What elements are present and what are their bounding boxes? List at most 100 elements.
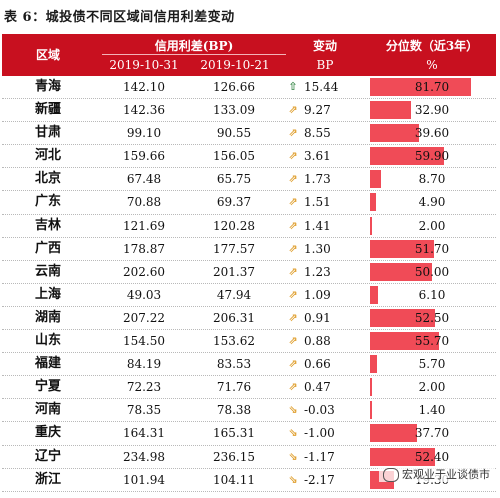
spread-date2-cell: 71.76	[216, 380, 252, 395]
table-row: 河北 159.66 156.05 ⇗ 3.61 59.90	[2, 145, 496, 169]
region-cell: 湖南	[34, 309, 61, 325]
region-cell: 广东	[34, 194, 61, 210]
table-row: 宁夏 72.23 71.76 ⇗ 0.47 2.00	[2, 376, 496, 400]
change-cell: 9.27	[304, 103, 331, 118]
change-cell: 0.66	[304, 357, 331, 372]
spread-date1-cell: 70.88	[126, 195, 162, 210]
region-cell: 甘肃	[34, 125, 61, 141]
change-cell: 0.91	[304, 310, 331, 325]
spread-date1-cell: 234.98	[123, 449, 165, 464]
percentile-bar	[370, 239, 434, 258]
change-cell: -1.17	[304, 449, 335, 464]
spread-date1-cell: 207.22	[123, 310, 165, 325]
region-cell: 河北	[34, 148, 61, 164]
change-arrow-cell: ⇧	[284, 78, 302, 94]
percentile-cell: 51.70	[414, 241, 450, 256]
percentile-bar	[370, 101, 411, 120]
spread-date2-cell: 126.66	[213, 80, 255, 94]
arrow-up-right-icon: ⇗	[288, 334, 298, 348]
spread-date1-cell: 142.36	[123, 103, 165, 118]
change-arrow-cell: ⇗	[284, 217, 302, 233]
spread-date1-cell: 72.23	[126, 380, 162, 395]
change-cell: 0.88	[304, 334, 331, 349]
region-cell: 广西	[34, 240, 61, 256]
change-cell: -2.17	[304, 472, 335, 487]
spread-date1-cell: 121.69	[123, 218, 165, 233]
table-caption: 表 6：城投债不同区域间信用利差变动	[4, 10, 235, 25]
change-arrow-cell: ⇗	[284, 147, 302, 163]
table-row: 重庆 164.31 165.31 ⇘ -1.00 37.70	[2, 422, 496, 446]
spread-date2-cell: 177.57	[213, 241, 255, 256]
change-cell: 1.30	[304, 241, 331, 256]
table-row: 广东 70.88 69.37 ⇗ 1.51 4.90	[2, 191, 496, 215]
header-date2: 2019-10-21	[200, 58, 270, 72]
arrow-up-right-icon: ⇗	[288, 103, 298, 117]
percentile-cell: 5.70	[418, 357, 446, 372]
change-arrow-cell: ⇗	[284, 309, 302, 325]
percentile-bar	[370, 78, 471, 96]
change-arrow-cell: ⇗	[284, 286, 302, 302]
change-arrow-cell: ⇗	[284, 170, 302, 186]
change-arrow-cell: ⇘	[284, 448, 302, 464]
spread-date1-cell: 101.94	[123, 472, 165, 487]
arrow-up-right-icon: ⇗	[288, 287, 298, 301]
arrow-up-right-icon: ⇗	[288, 264, 298, 278]
percentile-cell: 4.90	[418, 195, 446, 210]
percentile-bar	[370, 424, 417, 443]
region-cell: 重庆	[34, 425, 61, 441]
table-row: 广西 178.87 177.57 ⇗ 1.30 51.70	[2, 238, 496, 261]
wechat-icon	[383, 468, 399, 482]
table-row: 山东 154.50 153.62 ⇗ 0.88 55.70	[2, 330, 496, 354]
header-region: 区域	[35, 48, 60, 62]
region-cell: 福建	[34, 356, 61, 372]
change-cell: -0.03	[304, 403, 335, 418]
spread-date1-cell: 78.35	[126, 403, 162, 418]
table-row: 北京 67.48 65.75 ⇗ 1.73 8.70	[2, 168, 496, 192]
header-date1: 2019-10-31	[109, 58, 179, 72]
table-row: 甘肃 99.10 90.55 ⇗ 8.55 39.60	[2, 122, 496, 146]
spread-date2-cell: 83.53	[216, 357, 252, 372]
spread-date1-cell: 178.87	[123, 241, 165, 256]
header-percentile-unit: %	[426, 58, 438, 72]
arrow-down-right-icon: ⇘	[288, 403, 298, 417]
table-row: 福建 84.19 83.53 ⇗ 0.66 5.70	[2, 353, 496, 377]
spread-date1-cell: 164.31	[123, 426, 165, 441]
change-arrow-cell: ⇗	[284, 240, 302, 256]
change-cell: -1.00	[304, 426, 335, 441]
percentile-cell: 52.50	[414, 310, 450, 325]
table-row: 青海 142.10 126.66 ⇧ 15.44 81.70	[2, 76, 496, 100]
region-cell: 吉林	[34, 217, 61, 233]
change-cell: 1.09	[304, 287, 331, 302]
arrow-up-right-icon: ⇗	[288, 126, 298, 140]
region-cell: 青海	[34, 79, 61, 94]
arrow-up-right-icon: ⇗	[288, 310, 298, 324]
region-cell: 北京	[34, 171, 61, 187]
percentile-bar	[370, 378, 372, 397]
arrow-up-right-icon: ⇗	[288, 380, 298, 394]
arrow-up-right-icon: ⇗	[288, 241, 298, 255]
percentile-bar	[370, 355, 377, 374]
table-row: 河南 78.35 78.38 ⇘ -0.03 1.40	[2, 399, 496, 423]
percentile-bar	[370, 285, 378, 304]
spread-date2-cell: 206.31	[213, 310, 255, 325]
arrow-up-right-icon: ⇗	[288, 357, 298, 371]
percentile-cell: 6.10	[418, 287, 446, 302]
percentile-bar	[370, 124, 419, 143]
header-spread: 信用利差(BP)	[154, 39, 234, 53]
percentile-cell: 2.00	[418, 380, 446, 395]
spread-date2-cell: 104.11	[213, 472, 255, 487]
region-cell: 浙江	[34, 471, 61, 487]
spread-date2-cell: 69.37	[216, 195, 252, 210]
spread-date2-cell: 236.15	[213, 449, 255, 464]
percentile-cell: 81.70	[414, 80, 450, 94]
spread-date1-cell: 142.10	[123, 80, 165, 94]
percentile-cell: 55.70	[414, 334, 450, 349]
change-cell: 1.41	[304, 218, 331, 233]
percentile-bar	[370, 262, 432, 281]
change-cell: 0.47	[304, 380, 331, 395]
spread-date2-cell: 165.31	[213, 426, 255, 441]
arrow-up-right-icon: ⇗	[288, 218, 298, 232]
table-header: 区域 信用利差(BP) 2019-10-31 2019-10-21 变动 BP …	[2, 34, 496, 76]
watermark-text: 宏观业于业谈债市	[402, 468, 490, 481]
percentile-cell: 32.90	[414, 103, 450, 118]
